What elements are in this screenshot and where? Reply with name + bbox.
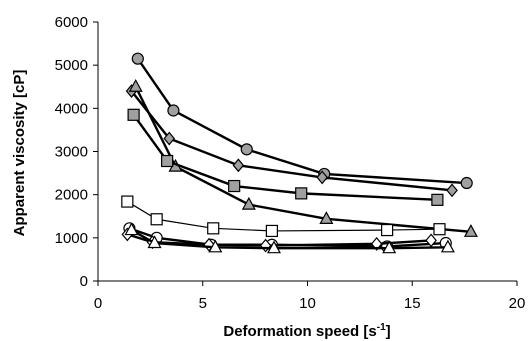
data-point-square xyxy=(150,213,163,226)
series-line xyxy=(130,229,448,250)
data-point-triangle xyxy=(440,239,455,253)
data-point-diamond xyxy=(370,236,383,251)
data-point-square xyxy=(295,187,308,200)
series-8 xyxy=(124,222,455,254)
x-tick-label: 20 xyxy=(509,295,526,312)
data-point-triangle xyxy=(124,222,139,236)
series-1 xyxy=(131,52,473,190)
data-point-square xyxy=(127,108,140,121)
x-axis-title: Deformation speed [s-1] xyxy=(223,322,390,340)
x-tick-label: 10 xyxy=(299,295,316,312)
data-point-diamond xyxy=(163,131,176,146)
data-point-circle xyxy=(460,176,473,190)
x-ticks: 0 5 10 15 20 xyxy=(94,281,526,312)
data-point-circle xyxy=(131,52,144,65)
data-point-triangle xyxy=(208,239,223,253)
data-point-triangle xyxy=(128,78,143,92)
series-line xyxy=(136,58,467,185)
data-point-diamond xyxy=(446,183,458,198)
series-line xyxy=(130,90,453,192)
data-point-triangle xyxy=(266,240,281,254)
data-point-square xyxy=(433,223,446,236)
data-point-triangle xyxy=(319,211,334,224)
data-point-triangle xyxy=(241,196,256,210)
data-point-circle xyxy=(240,143,253,156)
series-line xyxy=(134,86,472,233)
series-2 xyxy=(125,84,458,198)
data-point-square xyxy=(121,195,134,208)
x-tick-label: 0 xyxy=(94,295,102,312)
data-point-square xyxy=(207,222,220,235)
y-tick-label: 5000 xyxy=(55,57,88,74)
y-tick-label: 2000 xyxy=(55,187,88,204)
data-point-diamond xyxy=(232,158,245,173)
y-tick-label: 1000 xyxy=(55,230,88,247)
series-4 xyxy=(127,108,444,206)
data-point-triangle xyxy=(382,240,397,254)
data-point-circle xyxy=(167,104,180,117)
series-3 xyxy=(128,78,478,237)
x-tick-label: 15 xyxy=(404,295,421,312)
y-tick-label: 6000 xyxy=(55,14,88,31)
y-tick-label: 0 xyxy=(80,273,88,290)
y-tick-label: 4000 xyxy=(55,100,88,117)
data-point-square xyxy=(161,154,174,168)
data-point-diamond xyxy=(316,170,328,185)
y-axis-title: Apparent viscosity [cP] xyxy=(11,70,28,237)
data-point-square xyxy=(265,224,278,238)
series-line xyxy=(132,114,438,202)
y-tick-label: 3000 xyxy=(55,144,88,161)
data-point-square xyxy=(381,223,394,237)
y-ticks: 0 1000 2000 3000 4000 5000 6000 xyxy=(55,14,98,290)
data-point-square xyxy=(228,179,241,193)
data-point-triangle xyxy=(147,235,162,249)
series-5 xyxy=(121,195,446,238)
x-tick-label: 5 xyxy=(199,295,207,312)
data-point-square xyxy=(431,193,444,206)
data-point-triangle xyxy=(463,224,478,237)
series-layer xyxy=(121,52,478,254)
